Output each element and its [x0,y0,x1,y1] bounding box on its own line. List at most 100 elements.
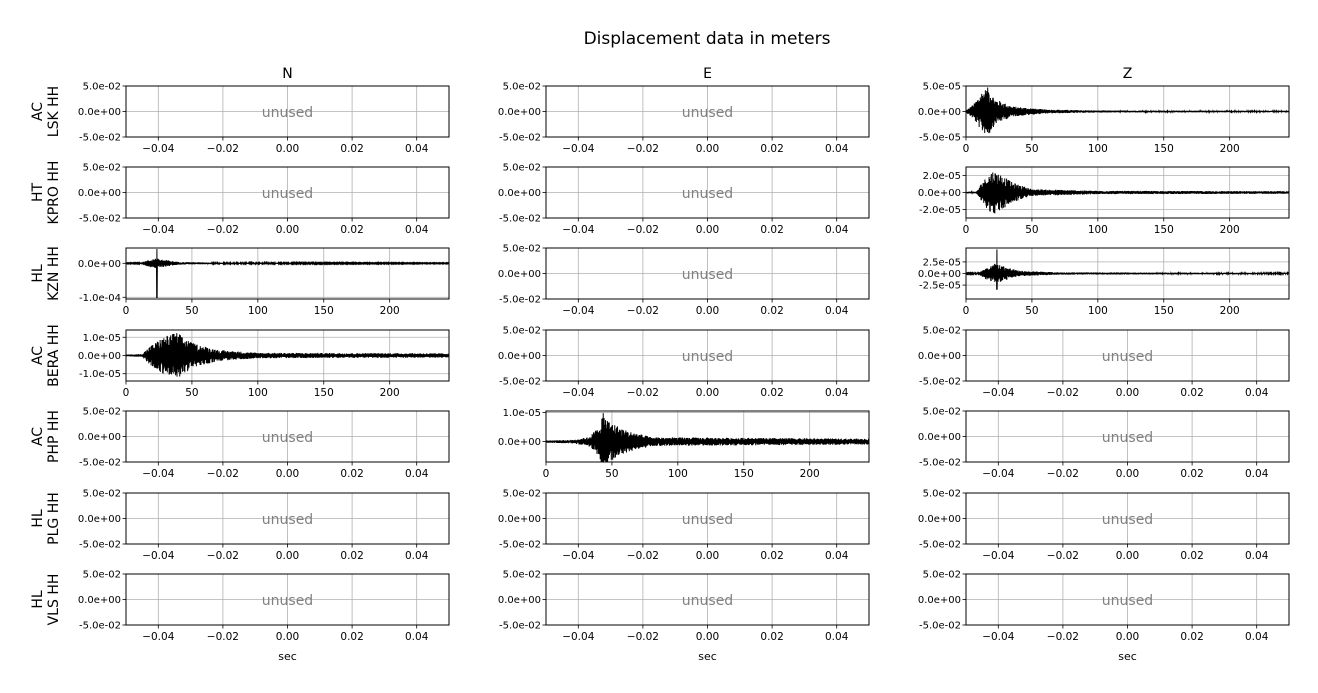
x-tick-label: 100 [248,387,268,399]
x-tick-label: 0.04 [405,224,429,236]
x-tick-label: 0.02 [340,468,363,480]
subplot-r2-n: 0 50 100 150 200 0.0e+00 -1.0e-04 [78,247,450,317]
subplot-r2-e: −0.04 −0.02 0.00 0.02 0.04 5.0e-02 0.0e+00 -5.0… [498,244,870,317]
unused-label: unused [262,593,313,609]
x-tick-label: −0.04 [982,387,1014,399]
x-tick-label: 150 [1154,224,1174,236]
y-tick-label: -5.0e-02 [79,214,121,225]
x-tick-label: 50 [605,468,618,480]
y-tick-label: 5.0e-02 [83,570,121,581]
row-label-plg: HL PLG HH [30,492,62,545]
y-tick-label: 0.0e+00 [78,595,121,606]
y-tick-label: 0.0e+00 [918,595,961,606]
row-label-network: HL [30,509,46,528]
axes-frame [125,573,450,626]
axes-frame [125,166,450,219]
axes-frame [965,573,1290,626]
x-tick-label: 0.04 [1245,387,1269,399]
y-tick-label: 2.0e-05 [923,171,961,182]
x-tick-label: 0 [963,305,970,317]
unused-label: unused [682,186,733,202]
unused-label: unused [1102,512,1153,528]
axes-frame [965,492,1290,545]
x-tick-label: 0.02 [760,387,783,399]
unused-label: unused [1102,593,1153,609]
x-tick-label: 200 [1220,224,1240,236]
axes-frame [965,329,1290,382]
row-label-network: HL [30,590,46,609]
subplot-r4-n: −0.04 −0.02 0.00 0.02 0.04 5.0e-02 0.0e+00 -5.0… [78,407,450,480]
x-tick-label: 0.04 [1245,468,1269,480]
x-tick-label: 0.00 [1116,468,1139,480]
x-tick-label: 0.00 [696,305,719,317]
axes-frame [965,85,1290,138]
x-tick-label: 200 [380,387,400,399]
y-tick-label: 1.0e-05 [503,408,541,419]
x-tick-label: −0.02 [627,305,659,317]
axes-frame [545,85,870,138]
x-tick-label: 0.02 [1180,631,1203,643]
axes-frame [965,166,1290,219]
x-tick-label: 0.02 [1180,550,1203,562]
y-tick-label: 5.0e-02 [923,326,961,337]
y-tick-label: -5.0e-02 [499,133,541,144]
x-tick-label: 0.00 [696,143,719,155]
y-tick-label: -2.0e-05 [919,205,961,216]
row-label-bera: AC BERA HH [30,324,62,387]
x-tick-label: 50 [1025,143,1038,155]
x-axis-label: sec [278,650,297,663]
x-tick-label: −0.02 [207,143,239,155]
x-tick-label: −0.04 [142,550,174,562]
x-tick-label: −0.02 [627,550,659,562]
axes-frame [545,166,870,219]
y-tick-label: 0.0e+00 [78,188,121,199]
x-tick-label: 100 [1088,305,1108,317]
subplot-r0-z: 0 50 100 150 200 5.0e-05 0.0e+00 -5.0e-05 [918,82,1290,155]
unused-label: unused [682,512,733,528]
subplot-r0-n: −0.04 −0.02 0.00 0.02 0.04 5.0e-02 0.0e+00 -5.0… [78,82,450,155]
x-tick-label: 100 [1088,224,1108,236]
axes-frame [545,247,870,300]
x-tick-label: 0.02 [340,631,363,643]
x-tick-label: −0.04 [562,305,594,317]
axes-frame [125,329,450,382]
x-tick-label: −0.02 [627,631,659,643]
axes-frame [965,247,1290,300]
x-tick-label: 50 [1025,224,1038,236]
y-tick-label: -5.0e-02 [919,458,961,469]
y-tick-label: 0.0e+00 [918,432,961,443]
y-tick-label: 0.0e+00 [918,351,961,362]
subplot-r4-e: 0 50 100 150 200 1.0e-05 0.0e+00 [498,408,870,480]
subplot-r3-e: −0.04 −0.02 0.00 0.02 0.04 5.0e-02 0.0e+00 -5.0… [498,326,870,399]
x-tick-label: −0.04 [562,224,594,236]
row-label-station: LSK HH [46,86,62,137]
unused-label: unused [682,105,733,121]
y-tick-label: 5.0e-02 [503,570,541,581]
x-tick-label: −0.02 [207,224,239,236]
y-tick-label: 0.0e+00 [498,514,541,525]
y-tick-label: 5.0e-02 [503,244,541,255]
y-tick-label: 0.0e+00 [918,269,961,280]
x-tick-label: −0.04 [982,550,1014,562]
x-tick-label: 0.04 [825,387,849,399]
x-tick-label: 100 [1088,143,1108,155]
subplot-r5-n: −0.04 −0.02 0.00 0.02 0.04 5.0e-02 0.0e+00 -5.0… [78,489,450,562]
waveform-trace [966,249,1289,290]
waveform-trace [126,333,449,377]
y-tick-label: -5.0e-02 [79,458,121,469]
x-tick-label: 0.00 [1116,550,1139,562]
axes-frame [125,410,450,463]
x-tick-label: 50 [185,387,198,399]
y-tick-label: 0.0e+00 [498,107,541,118]
x-tick-label: 50 [1025,305,1038,317]
x-tick-label: 0.02 [760,224,783,236]
row-label-php: AC PHP HH [30,410,62,463]
axes-frame [545,410,870,463]
y-tick-label: 5.0e-02 [923,407,961,418]
y-tick-label: -5.0e-02 [79,540,121,551]
waveform-trace [966,172,1289,214]
y-tick-label: 2.5e-05 [923,257,961,268]
x-tick-label: −0.02 [1047,550,1079,562]
y-tick-label: -1.0e-04 [79,293,121,304]
